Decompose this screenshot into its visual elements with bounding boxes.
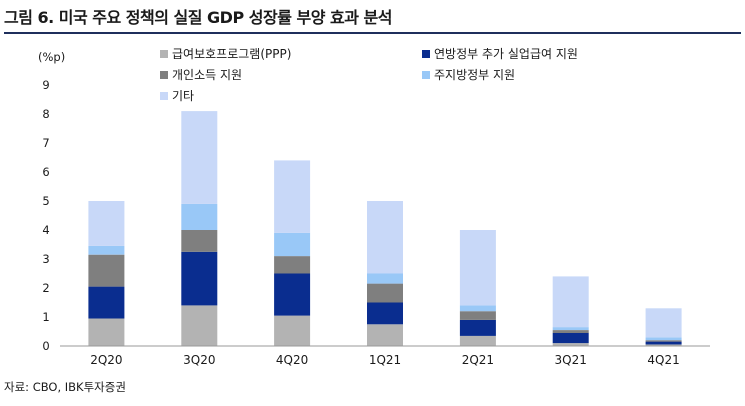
y-tick-label: 3	[42, 252, 49, 266]
y-tick-label: 4	[42, 223, 49, 237]
bars-group	[88, 111, 682, 347]
bar-segment-2Q20-s4	[88, 201, 125, 246]
bar-segment-3Q21-s3	[552, 327, 589, 330]
bar-segment-4Q20-s2	[274, 256, 311, 274]
title-divider	[4, 32, 741, 34]
bar-segment-1Q21-s4	[367, 201, 403, 274]
bar-segment-2Q20-s0	[88, 318, 125, 346]
x-tick-label-2Q20: 2Q20	[90, 353, 122, 367]
bar-segment-2Q20-s1	[88, 286, 125, 319]
legend-swatch-2	[160, 71, 168, 79]
bar-segment-3Q20-s2	[181, 230, 218, 252]
legend-swatch-0	[160, 50, 168, 58]
bar-segment-2Q21-s4	[459, 230, 496, 306]
bar-segment-4Q20-s3	[274, 232, 311, 257]
chart-title: 그림 6. 미국 주요 정책의 실질 GDP 성장률 부양 효과 분석	[4, 8, 392, 27]
x-axis-ticks: 2Q20 3Q20 4Q20 1Q21 2Q21 3Q21 4Q21	[90, 353, 680, 367]
bar-segment-2Q21-s1	[459, 319, 496, 336]
bar-segment-4Q20-s1	[274, 273, 311, 316]
bar-segment-2Q21-s2	[459, 311, 496, 320]
legend-label-2: 개인소득 지원	[172, 68, 242, 82]
legend-swatch-1	[422, 50, 430, 58]
bar-segment-1Q21-s3	[367, 273, 403, 284]
bar-segment-1Q21-s2	[367, 283, 403, 303]
bar-segment-3Q21-s1	[552, 332, 589, 344]
bar-segment-4Q20-s4	[274, 160, 311, 233]
bar-segment-2Q21-s0	[459, 335, 496, 346]
bar-segment-3Q20-s3	[181, 203, 218, 230]
y-tick-label: 5	[42, 194, 49, 208]
bar-segment-1Q21-s1	[367, 302, 403, 325]
y-tick-label: 1	[42, 310, 49, 324]
legend-label-0: 급여보호프로그램(PPP)	[172, 47, 291, 61]
bar-segment-4Q21-s0	[645, 344, 682, 346]
y-axis-ticks: 0 1 2 3 4 5 6 7 8 9	[42, 78, 49, 353]
bar-segment-2Q20-s3	[88, 245, 125, 255]
bar-segment-2Q21-s3	[459, 305, 496, 312]
bar-segment-3Q20-s4	[181, 111, 218, 204]
legend-label-4: 기타	[172, 89, 194, 103]
bar-segment-4Q21-s2	[645, 340, 682, 342]
y-tick-label: 8	[42, 107, 49, 121]
legend-swatch-3	[422, 71, 430, 79]
bar-segment-4Q20-s0	[274, 315, 311, 346]
x-tick-label-3Q21: 3Q21	[555, 353, 587, 367]
x-tick-label-3Q20: 3Q20	[183, 353, 215, 367]
y-tick-label: 9	[42, 78, 49, 92]
legend-label-1: 연방정부 추가 실업급여 지원	[434, 47, 578, 61]
y-tick-label: 7	[42, 136, 49, 150]
y-tick-label: 6	[42, 165, 49, 179]
x-tick-label-2Q21: 2Q21	[462, 353, 494, 367]
bar-segment-3Q21-s2	[552, 330, 589, 333]
bar-segment-4Q21-s1	[645, 341, 682, 345]
legend-swatch-4	[160, 92, 168, 100]
bar-segment-3Q21-s4	[552, 276, 589, 328]
y-axis-unit-label: (%p)	[38, 50, 65, 64]
x-tick-label-4Q21: 4Q21	[647, 353, 679, 367]
y-tick-label: 0	[42, 339, 49, 353]
bar-segment-3Q21-s0	[552, 343, 589, 346]
x-tick-label-4Q20: 4Q20	[276, 353, 308, 367]
y-tick-label: 2	[42, 281, 49, 295]
bar-segment-4Q21-s4	[645, 308, 682, 338]
bar-segment-2Q20-s2	[88, 254, 125, 287]
bar-segment-3Q20-s1	[181, 251, 218, 306]
x-tick-label-1Q21: 1Q21	[369, 353, 401, 367]
legend-label-3: 주지방정부 지원	[434, 68, 515, 82]
source-note: 자료: CBO, IBK투자증권	[4, 380, 126, 394]
bar-segment-1Q21-s0	[367, 324, 403, 347]
bar-segment-3Q20-s0	[181, 305, 218, 346]
bar-segment-4Q21-s3	[645, 337, 682, 341]
